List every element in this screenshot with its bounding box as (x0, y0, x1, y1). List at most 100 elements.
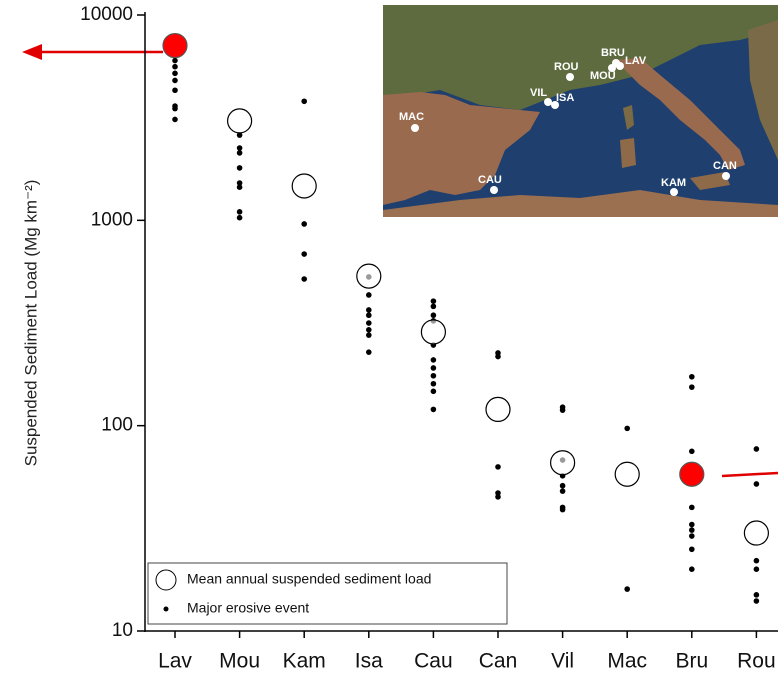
mean-marker (486, 397, 510, 421)
mean-marker (744, 521, 768, 545)
event-dot (560, 507, 566, 513)
mean-marker (163, 34, 187, 58)
event-dot (689, 374, 695, 380)
legend-label: Mean annual suspended sediment load (187, 571, 431, 587)
event-dot (689, 566, 695, 572)
x-tick-label: Cau (414, 650, 453, 673)
mean-marker (357, 264, 381, 288)
mean-marker (292, 174, 316, 198)
event-dot (689, 546, 695, 552)
y-tick-label: 10000 (80, 4, 133, 25)
event-dot (689, 522, 695, 528)
event-dot (431, 357, 437, 363)
arrow (722, 473, 778, 476)
event-dot (431, 312, 437, 318)
event-dot (172, 87, 178, 93)
event-dot (366, 332, 372, 338)
event-dot (754, 598, 760, 604)
event-dot (172, 78, 178, 84)
x-tick-label: Mou (219, 650, 260, 673)
event-dot (689, 384, 695, 390)
legend-label: Major erosive event (187, 600, 309, 616)
x-tick-label: Vil (551, 650, 574, 673)
event-dot (754, 592, 760, 598)
x-tick-label: Kam (283, 650, 326, 673)
mean-marker (680, 462, 704, 486)
event-dot (431, 365, 437, 371)
inset-label: LAV (625, 55, 647, 67)
event-dot (237, 150, 243, 156)
y-axis-label: Suspended Sediment Load (Mg km⁻²) (21, 180, 40, 467)
event-dot (237, 209, 243, 215)
event-dot (560, 407, 566, 413)
event-dot (237, 145, 243, 151)
inset-label: CAU (478, 174, 502, 186)
event-dot (301, 276, 307, 282)
event-dot (172, 71, 178, 77)
event-dot (301, 98, 307, 104)
event-dot (754, 566, 760, 572)
event-dot (237, 184, 243, 190)
mean-marker (551, 451, 575, 475)
inset-label: VIL (530, 87, 547, 99)
event-dot (560, 488, 566, 494)
x-tick-label: Can (479, 650, 518, 673)
event-dot (301, 221, 307, 227)
event-dot (624, 586, 630, 592)
event-dot (366, 327, 372, 333)
chart: Suspended Sediment Load (Mg km⁻²) MAC CA… (0, 0, 778, 673)
event-dot (560, 483, 566, 489)
event-dot (172, 117, 178, 123)
inset-label: MOU (590, 70, 616, 82)
legend-marker (164, 607, 169, 612)
event-dot (366, 349, 372, 355)
inset-label: MAC (399, 111, 424, 123)
inset-map (383, 5, 778, 217)
x-tick-label: Isa (355, 650, 383, 673)
inset-label: KAM (661, 177, 686, 189)
event-dot (172, 64, 178, 70)
event-dot (495, 464, 501, 470)
event-dot (172, 106, 178, 112)
event-dot (689, 505, 695, 511)
legend-marker (156, 570, 176, 590)
x-tick-label: Bru (675, 650, 708, 673)
x-tick-label: Rou (737, 650, 776, 673)
event-dot (495, 354, 501, 360)
event-dot (366, 307, 372, 313)
mean-marker (228, 109, 252, 133)
event-dot (431, 373, 437, 379)
inset-label: ROU (554, 61, 579, 73)
event-dot (689, 449, 695, 455)
event-dot (624, 426, 630, 432)
event-dot (754, 558, 760, 564)
event-dot (431, 304, 437, 310)
event-dot (366, 320, 372, 326)
event-dot (366, 312, 372, 318)
mean-marker (615, 462, 639, 486)
y-tick-label: 1000 (91, 209, 133, 230)
event-dot (431, 298, 437, 304)
inset-label: BRU (601, 47, 625, 59)
event-dot (754, 481, 760, 487)
inset-label: ISA (556, 92, 574, 104)
event-dot (754, 446, 760, 452)
event-dot (237, 165, 243, 171)
inset-label: CAN (713, 160, 737, 172)
x-tick-label: Mac (607, 650, 647, 673)
arrow-head (22, 44, 42, 60)
y-tick-label: 100 (101, 415, 133, 436)
y-tick-label: 10 (112, 620, 133, 641)
event-dot (689, 533, 695, 539)
event-dot (237, 215, 243, 221)
event-dot (689, 527, 695, 533)
event-dot (431, 381, 437, 387)
x-tick-label: Lav (158, 650, 192, 673)
event-dot (366, 292, 372, 298)
event-dot (172, 58, 178, 64)
mean-marker (421, 320, 445, 344)
event-dot (431, 407, 437, 413)
event-dot (495, 494, 501, 500)
event-dot (431, 389, 437, 395)
event-dot (301, 251, 307, 257)
